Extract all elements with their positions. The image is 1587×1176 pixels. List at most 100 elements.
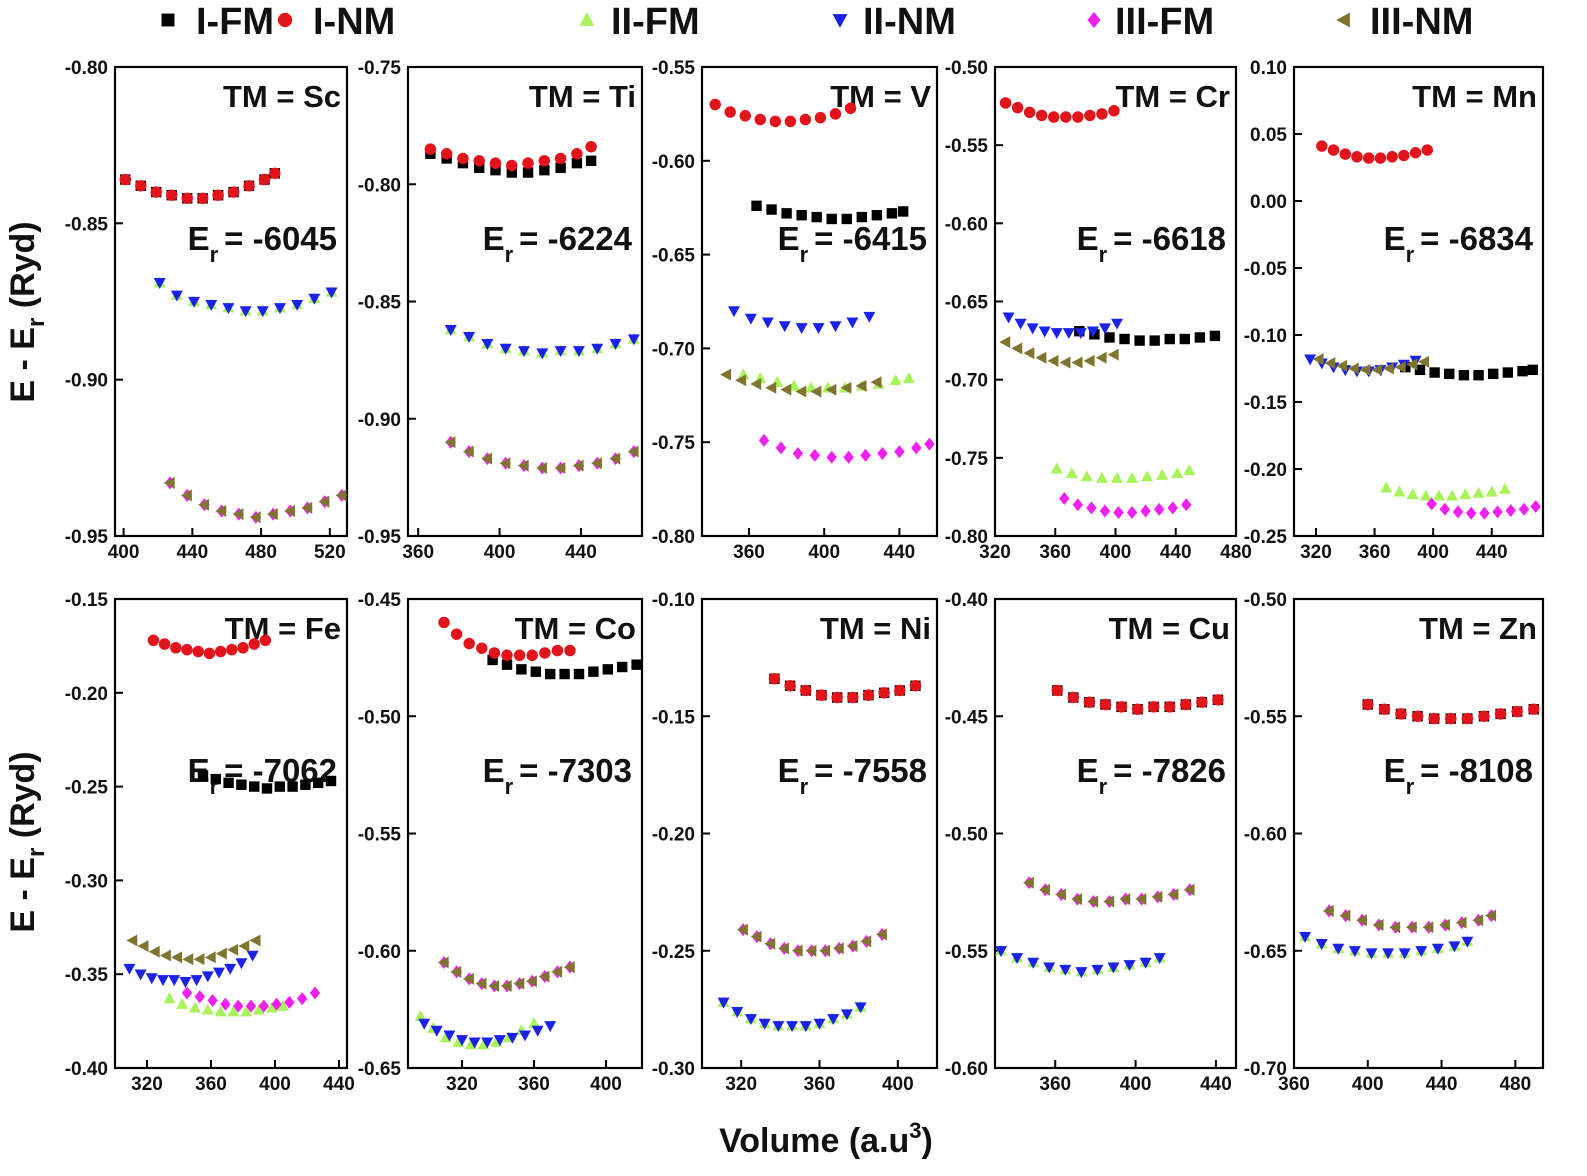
x-tick-label: 360: [195, 1074, 227, 1095]
data-point: [430, 1025, 443, 1037]
reference-energy-label: Er = -8108: [1384, 752, 1533, 799]
y-tick-label: -0.70: [1244, 1059, 1287, 1080]
data-point: [780, 383, 792, 396]
data-point: [301, 501, 313, 514]
y-axis-label-bottom: E - Er (Ryd): [4, 751, 50, 932]
data-point: [631, 659, 642, 670]
data-point: [313, 777, 324, 789]
data-point: [1072, 111, 1084, 123]
panel-fe: -0.40 -0.35 -0.30 -0.25 -0.20 -0.15 320 360 400 4…: [65, 590, 355, 1095]
y-tick-label: -0.20: [65, 684, 108, 705]
data-point: [1043, 962, 1056, 974]
panel-zn: -0.70 -0.65 -0.60 -0.55 -0.50 360 400 440 480 TM …: [1244, 590, 1545, 1095]
legend-marker-iii-fm-icon: [1087, 11, 1101, 29]
data-point: [240, 1005, 253, 1017]
y-tick-label: -0.85: [65, 214, 109, 235]
data-point: [792, 446, 804, 460]
data-point: [196, 192, 209, 205]
data-point: [481, 1037, 494, 1049]
y-tick-label: -0.80: [358, 175, 401, 196]
data-point: [617, 661, 628, 673]
data-point: [463, 331, 476, 343]
data-point: [811, 211, 822, 223]
data-point: [1107, 348, 1119, 361]
plot-frame: [993, 597, 1238, 1070]
series-i-nm: [1316, 140, 1434, 164]
data-point: [473, 155, 485, 167]
data-point: [1304, 354, 1317, 366]
data-point: [227, 1005, 240, 1017]
data-point: [481, 339, 494, 350]
data-point: [1472, 486, 1485, 498]
data-point: [1439, 502, 1451, 516]
data-point: [188, 296, 201, 308]
data-point: [274, 781, 285, 792]
data-point: [501, 659, 513, 670]
y-tick-label: -0.60: [945, 214, 988, 235]
y-tick-label: -0.35: [65, 965, 109, 986]
data-point: [308, 293, 321, 305]
data-point: [1167, 888, 1179, 901]
data-point: [1050, 462, 1063, 474]
data-point: [847, 691, 859, 704]
data-point: [1180, 698, 1192, 711]
y-tick-label: -0.55: [652, 58, 696, 79]
data-point: [1014, 318, 1027, 330]
data-point: [1485, 485, 1498, 497]
panel-title: TM = Co: [515, 611, 636, 646]
data-point: [843, 450, 854, 464]
reference-energy-value: = -6618: [1113, 220, 1226, 257]
data-point: [1459, 488, 1472, 500]
x-tick-label: 400: [1352, 1074, 1384, 1095]
legend-marker-iii-nm-icon: [1336, 12, 1350, 28]
data-point: [1011, 101, 1024, 114]
panel-title: TM = Ti: [529, 79, 636, 114]
data-point: [522, 167, 534, 178]
series-i-nm: [119, 167, 281, 205]
data-point: [1071, 893, 1083, 906]
series-ii-nm: [153, 278, 338, 318]
reference-energy-label: Er = -7558: [778, 752, 927, 799]
y-axis-label-sub: r: [23, 318, 50, 327]
data-point: [875, 928, 887, 941]
plot-frame: [700, 65, 939, 538]
data-point: [440, 148, 453, 160]
y-tick-label: -0.80: [65, 58, 108, 79]
data-point: [1382, 948, 1395, 960]
data-point: [499, 457, 511, 470]
data-point: [1362, 698, 1374, 711]
data-point: [539, 647, 551, 659]
data-point: [720, 368, 732, 381]
data-point: [1096, 108, 1108, 120]
data-point: [205, 299, 218, 311]
y-axis-label-main: E - E: [4, 327, 42, 403]
data-point: [487, 654, 498, 666]
data-point: [1149, 335, 1160, 346]
reference-energy-symbol: E: [778, 220, 800, 257]
data-point: [1108, 105, 1120, 117]
data-point: [1023, 347, 1035, 360]
data-point: [450, 628, 463, 640]
data-point: [538, 155, 551, 167]
data-point: [909, 680, 922, 692]
data-point: [171, 951, 183, 964]
data-point: [1067, 691, 1080, 704]
data-point: [799, 113, 812, 126]
data-point: [1091, 964, 1104, 976]
series-i-nm: [1051, 684, 1224, 715]
x-tick-label: 440: [1160, 542, 1192, 563]
data-point: [744, 1014, 757, 1025]
x-tick-label: 360: [1039, 1074, 1071, 1095]
x-tick-label: 360: [1039, 542, 1071, 563]
data-point: [522, 157, 534, 169]
y-tick-label: -0.45: [945, 707, 989, 728]
series-ii-fm: [1380, 481, 1511, 501]
data-point: [1455, 916, 1467, 929]
series-i-nm: [1362, 698, 1540, 725]
data-point: [153, 278, 166, 289]
y-tick-label: -0.30: [65, 871, 108, 892]
data-point: [544, 1021, 557, 1033]
x-tick-label: 320: [725, 1074, 757, 1095]
data-point: [769, 115, 782, 128]
